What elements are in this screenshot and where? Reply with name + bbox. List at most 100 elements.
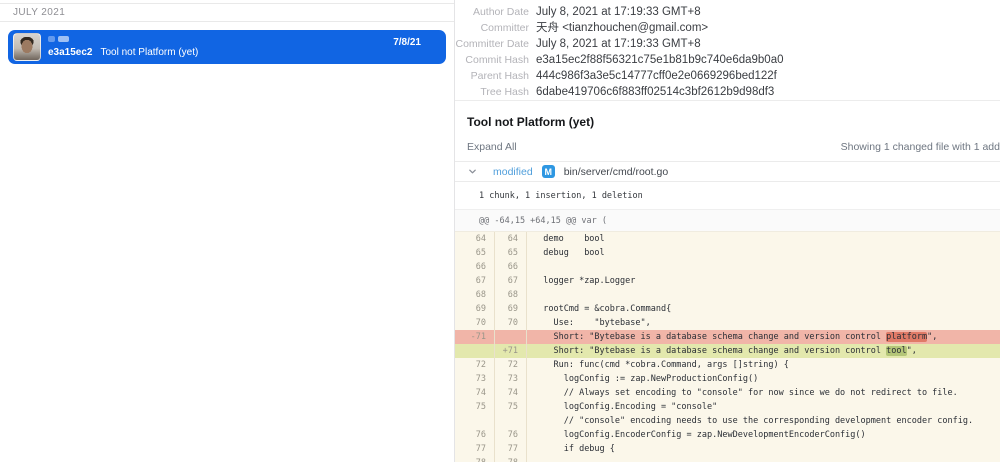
changes-summary: Showing 1 changed file with 1 add: [840, 141, 1000, 153]
meta-value: July 8, 2021 at 17:19:33 GMT+8: [536, 6, 701, 18]
file-path: bin/server/cmd/root.go: [563, 165, 669, 178]
diff-line-content: logConfig.Encoding = "console": [533, 402, 718, 412]
new-line-number: 65: [495, 246, 527, 260]
meta-row: Author Date July 8, 2021 at 17:19:33 GMT…: [455, 4, 1000, 20]
commit-metadata: Author Date July 8, 2021 at 17:19:33 GMT…: [455, 0, 1000, 100]
meta-row: Committer Date July 8, 2021 at 17:19:33 …: [455, 36, 1000, 52]
diff-line: 74 74 // Always set encoding to "console"…: [455, 386, 1000, 400]
diff-line: // "console" encoding needs to use the c…: [455, 414, 1000, 428]
diff-line-content: logger *zap.Logger: [533, 276, 636, 286]
diff-line-content: rootCmd = &cobra.Command{: [533, 304, 672, 314]
old-line-number: 74: [455, 386, 495, 400]
diff-line-content: Short: "Bytebase is a database schema ch…: [533, 346, 917, 356]
meta-row: Tree Hash 6dabe419706c6f883ff02514c3bf26…: [455, 84, 1000, 100]
new-line-number: 73: [495, 372, 527, 386]
diff-line-content: // "console" encoding needs to use the c…: [533, 416, 974, 426]
new-line-number: 75: [495, 400, 527, 414]
diff-line: 72 72 Run: func(cmd *cobra.Command, args …: [455, 358, 1000, 372]
diff-line-content: Short: "Bytebase is a database schema ch…: [533, 332, 938, 342]
diff-line: 73 73 logConfig := zap.NewProductionConfi…: [455, 372, 1000, 386]
new-line-number: [495, 414, 527, 428]
old-line-number: 72: [455, 358, 495, 372]
diff-line-content: [527, 260, 1000, 274]
old-line-number: -71: [455, 330, 495, 344]
old-line-number: 77: [455, 442, 495, 456]
diff-line: 67 67 logger *zap.Logger: [455, 274, 1000, 288]
old-line-number: 78: [455, 456, 495, 462]
author-avatar: [13, 33, 41, 61]
chevron-down-icon[interactable]: [468, 167, 477, 176]
diff-line: 77 77 if debug {: [455, 442, 1000, 456]
meta-label: Committer Date: [455, 38, 529, 50]
commit-detail-panel: Author Date July 8, 2021 at 17:19:33 GMT…: [455, 0, 1000, 462]
old-line-number: 65: [455, 246, 495, 260]
author-name-redacted: [58, 36, 69, 42]
diff-toolbar: Expand All Showing 1 changed file with 1…: [455, 140, 1000, 154]
new-line-number: 76: [495, 428, 527, 442]
meta-value: July 8, 2021 at 17:19:33 GMT+8: [536, 38, 701, 50]
meta-value: 6dabe419706c6f883ff02514c3bf2612b9d98df3: [536, 86, 775, 98]
diff-line: 68 68: [455, 288, 1000, 302]
meta-row: Commit Hash e3a15ec2f88f56321c75e1b81b9c…: [455, 52, 1000, 68]
old-line-number: 66: [455, 260, 495, 274]
changed-file-row[interactable]: modified M bin/server/cmd/root.go: [455, 161, 1000, 182]
meta-value: 天舟 <tianzhouchen@gmail.com>: [536, 22, 709, 34]
diff-line: +71 Short: "Bytebase is a database schem…: [455, 344, 1000, 358]
new-line-number: 74: [495, 386, 527, 400]
meta-label: Author Date: [472, 6, 529, 18]
old-line-number: [455, 344, 495, 358]
hunk-header: @@ -64,15 +64,15 @@ var (: [455, 209, 1000, 232]
old-line-number: 73: [455, 372, 495, 386]
diff-line-content: // Always set encoding to "console" for …: [533, 388, 958, 398]
commit-list-item-selected[interactable]: 7/8/21 e3a15ec2 Tool not Platform (yet): [8, 30, 446, 64]
diff-line-content: logConfig := zap.NewProductionConfig(): [533, 374, 759, 384]
diff-line-content: if debug {: [533, 444, 615, 454]
word-diff-highlight: tool: [886, 346, 907, 356]
new-line-number: 67: [495, 274, 527, 288]
old-line-number: 76: [455, 428, 495, 442]
diff-line: 69 69 rootCmd = &cobra.Command{: [455, 302, 1000, 316]
meta-row: Committer 天舟 <tianzhouchen@gmail.com>: [455, 20, 1000, 36]
new-line-number: [495, 330, 527, 344]
diff-line-content: [527, 456, 1000, 462]
diff-line: 7878: [455, 456, 1000, 462]
old-line-number: 70: [455, 316, 495, 330]
new-line-number: 72: [495, 358, 527, 372]
diff-line: 66 66: [455, 260, 1000, 274]
new-line-number: 66: [495, 260, 527, 274]
commit-date: 7/8/21: [393, 37, 421, 48]
meta-row: Parent Hash 444c986f3a3e5c14777cff0e2e06…: [455, 68, 1000, 84]
new-line-number: 78: [495, 456, 527, 462]
commit-summary: e3a15ec2 Tool not Platform (yet): [48, 47, 198, 58]
diff-line: 64 64 demo bool: [455, 232, 1000, 246]
diff-line-content: Run: func(cmd *cobra.Command, args []str…: [533, 360, 789, 370]
old-line-number: 68: [455, 288, 495, 302]
diff-line-content: logConfig.EncoderConfig = zap.NewDevelop…: [533, 430, 866, 440]
old-line-number: [455, 414, 495, 428]
commit-list-panel: JULY 2021 7/8/21 e3a15ec2 Tool not Platfo…: [0, 0, 455, 462]
new-line-number: 68: [495, 288, 527, 302]
file-status-label: modified: [493, 165, 533, 178]
old-line-number: 64: [455, 232, 495, 246]
diff-line: 65 65 debug bool: [455, 246, 1000, 260]
meta-value: e3a15ec2f88f56321c75e1b81b9c740e6da9b0a0: [536, 54, 784, 66]
meta-label: Committer: [480, 22, 529, 34]
old-line-number: 69: [455, 302, 495, 316]
diff-line-content: debug bool: [533, 248, 605, 258]
meta-label: Parent Hash: [470, 70, 529, 82]
diff-line-content: Use: "bytebase",: [533, 318, 651, 328]
diff-line: 76 76 logConfig.EncoderConfig = zap.NewDe…: [455, 428, 1000, 442]
diff-line: 70 70 Use: "bytebase",: [455, 316, 1000, 330]
expand-all-button[interactable]: Expand All: [467, 141, 517, 153]
commit-message: Tool not Platform (yet): [100, 47, 199, 58]
new-line-number: 70: [495, 316, 527, 330]
new-line-number: 77: [495, 442, 527, 456]
meta-value: 444c986f3a3e5c14777cff0e2e0669296bed122f: [536, 70, 777, 82]
old-line-number: 67: [455, 274, 495, 288]
meta-label: Commit Hash: [465, 54, 529, 66]
diff-line: 75 75 logConfig.Encoding = "console": [455, 400, 1000, 414]
meta-label: Tree Hash: [480, 86, 529, 98]
new-line-number: 64: [495, 232, 527, 246]
new-line-number: 69: [495, 302, 527, 316]
